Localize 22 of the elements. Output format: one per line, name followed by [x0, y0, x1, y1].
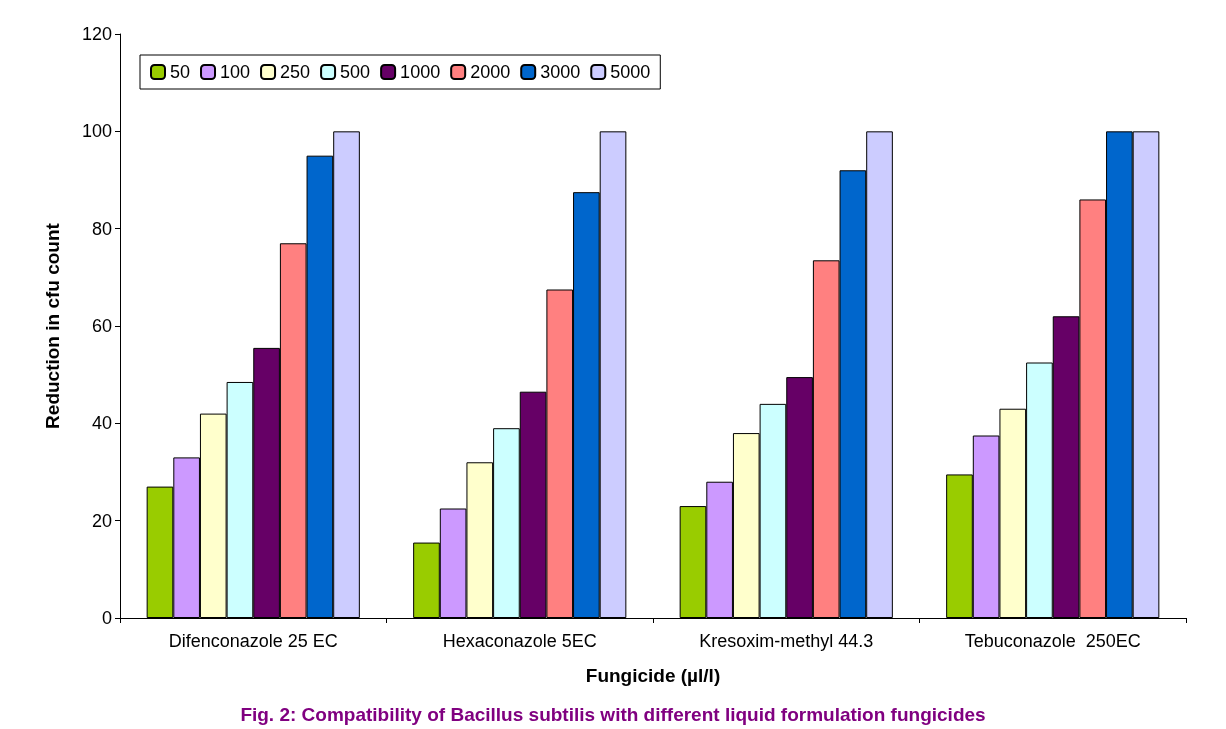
- x-tick-label: Tebuconazole 250EC: [964, 631, 1141, 651]
- legend-label: 1000: [400, 62, 441, 82]
- legend-label: 50: [170, 62, 191, 82]
- y-tick-label: 100: [81, 121, 112, 142]
- x-axis-title: Fungicide (µl/l): [585, 665, 721, 686]
- legend-label: 5000: [610, 62, 651, 82]
- legend-label: 100: [220, 62, 251, 82]
- x-tick-label: Hexaconazole 5EC: [442, 631, 597, 651]
- legend-label: 3000: [540, 62, 581, 82]
- y-axis-title: Reduction in cfu count: [42, 222, 63, 429]
- y-tick-label: 60: [91, 316, 112, 336]
- x-tick-label: Kresoxim-methyl 44.3: [699, 631, 874, 651]
- legend-label: 500: [340, 62, 371, 82]
- y-tick-label: 80: [91, 218, 112, 239]
- y-tick-label: 120: [81, 24, 112, 44]
- y-tick-label: 0: [101, 608, 112, 628]
- y-tick-label: 20: [91, 510, 112, 531]
- legend-label: 250: [280, 62, 311, 82]
- x-tick-label: Difenconazole 25 EC: [168, 631, 338, 651]
- legend-label: 2000: [470, 62, 511, 82]
- y-tick-label: 40: [91, 413, 112, 434]
- text: Fig. 2: Compatibility of Bacillus subtilis with different liquid formulation fungicides: [240, 704, 986, 725]
